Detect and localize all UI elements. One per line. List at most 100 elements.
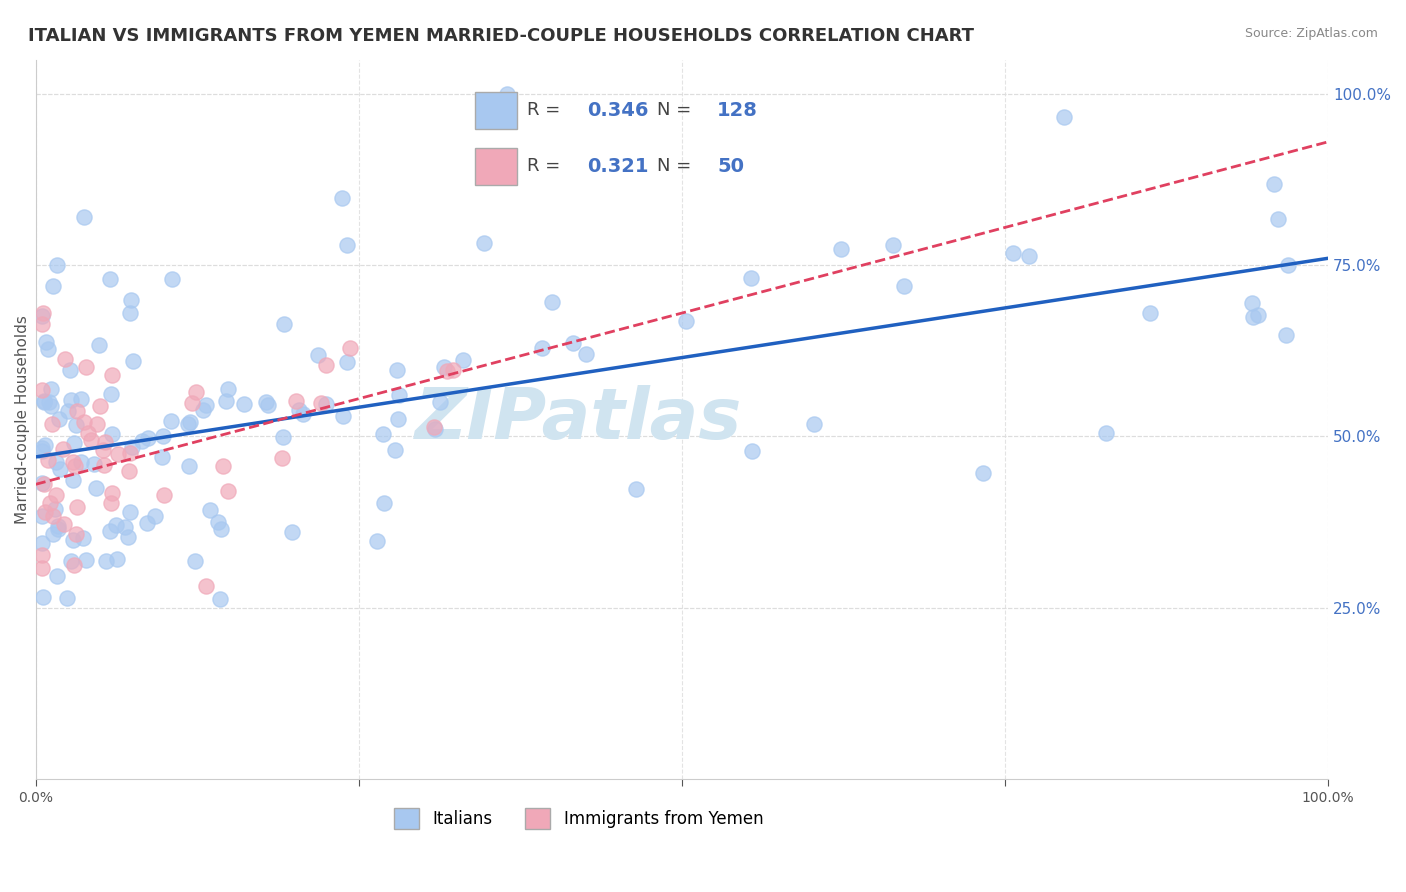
Point (177, 459, 200, 474)
Point (803, 417, 825, 431)
Point (101, 368, 124, 382)
Point (384, 443, 406, 458)
Text: ZIPatlas: ZIPatlas (415, 384, 742, 454)
Point (100, 496, 122, 510)
Legend: Italians, Immigrants from Yemen: Italians, Immigrants from Yemen (387, 802, 770, 835)
Point (153, 488, 176, 502)
Point (194, 579, 217, 593)
Point (118, 505, 141, 519)
Point (472, 236, 495, 251)
Point (44, 502, 66, 516)
Point (98, 271, 121, 285)
Point (31, 442, 53, 456)
Point (80, 434, 103, 448)
Point (65, 418, 87, 433)
Point (436, 364, 458, 378)
Point (45, 455, 67, 469)
Point (1240, 296, 1263, 310)
Point (311, 396, 333, 410)
Point (271, 451, 294, 466)
Point (336, 237, 359, 252)
Point (98, 524, 121, 539)
Point (121, 440, 143, 454)
FancyBboxPatch shape (475, 92, 517, 129)
Text: R =: R = (527, 157, 567, 175)
Point (131, 434, 153, 448)
Point (200, 503, 222, 517)
Point (257, 398, 280, 412)
Point (48, 411, 70, 425)
Point (31, 306, 53, 320)
Point (34, 477, 56, 491)
Point (31, 475, 53, 490)
Point (42, 278, 65, 293)
Point (575, 347, 598, 361)
Point (740, 271, 762, 285)
Point (122, 354, 145, 368)
Point (1053, 110, 1076, 124)
Point (1263, 177, 1285, 191)
Point (152, 450, 174, 464)
Point (94, 435, 117, 450)
Point (330, 191, 353, 205)
Point (31, 590, 53, 604)
Point (184, 384, 207, 399)
Point (1095, 425, 1118, 440)
Point (101, 426, 124, 441)
Point (59, 363, 82, 377)
Point (45, 258, 67, 272)
Point (232, 397, 254, 411)
Point (52, 442, 75, 456)
Point (34, 505, 56, 519)
Point (117, 530, 139, 544)
Point (35, 334, 58, 349)
Point (177, 417, 200, 431)
Point (83, 457, 105, 471)
Point (62, 533, 84, 548)
Point (77, 426, 100, 441)
Point (93, 458, 115, 472)
Point (89, 399, 111, 413)
Point (87, 338, 110, 352)
Point (75, 359, 97, 374)
Point (135, 516, 157, 530)
Point (136, 431, 159, 445)
Point (31, 310, 53, 324)
Point (1267, 212, 1289, 227)
Point (114, 520, 136, 534)
Point (49, 462, 72, 476)
Point (39, 400, 62, 414)
Point (62, 455, 84, 469)
Point (530, 341, 553, 355)
Point (32, 394, 55, 409)
Point (195, 398, 218, 412)
Point (62, 558, 84, 572)
Point (541, 294, 564, 309)
Point (830, 242, 852, 256)
Point (46, 518, 69, 533)
Point (315, 397, 337, 411)
Point (159, 414, 181, 428)
Point (495, 87, 517, 101)
Point (433, 359, 456, 374)
Point (60, 392, 83, 407)
Point (1243, 310, 1265, 324)
Point (41, 509, 63, 524)
Point (332, 409, 354, 423)
Point (107, 447, 129, 461)
Point (441, 363, 464, 377)
Point (73, 415, 96, 429)
Point (1277, 258, 1299, 272)
Point (86, 417, 108, 431)
Point (181, 396, 204, 410)
Point (70, 392, 93, 406)
Point (34, 438, 56, 452)
Point (31, 317, 53, 331)
Point (371, 426, 394, 441)
Point (191, 403, 214, 417)
Point (215, 393, 238, 408)
Point (366, 533, 388, 548)
Point (96, 553, 118, 567)
Text: 0.321: 0.321 (588, 157, 648, 176)
Text: 50: 50 (717, 157, 744, 176)
